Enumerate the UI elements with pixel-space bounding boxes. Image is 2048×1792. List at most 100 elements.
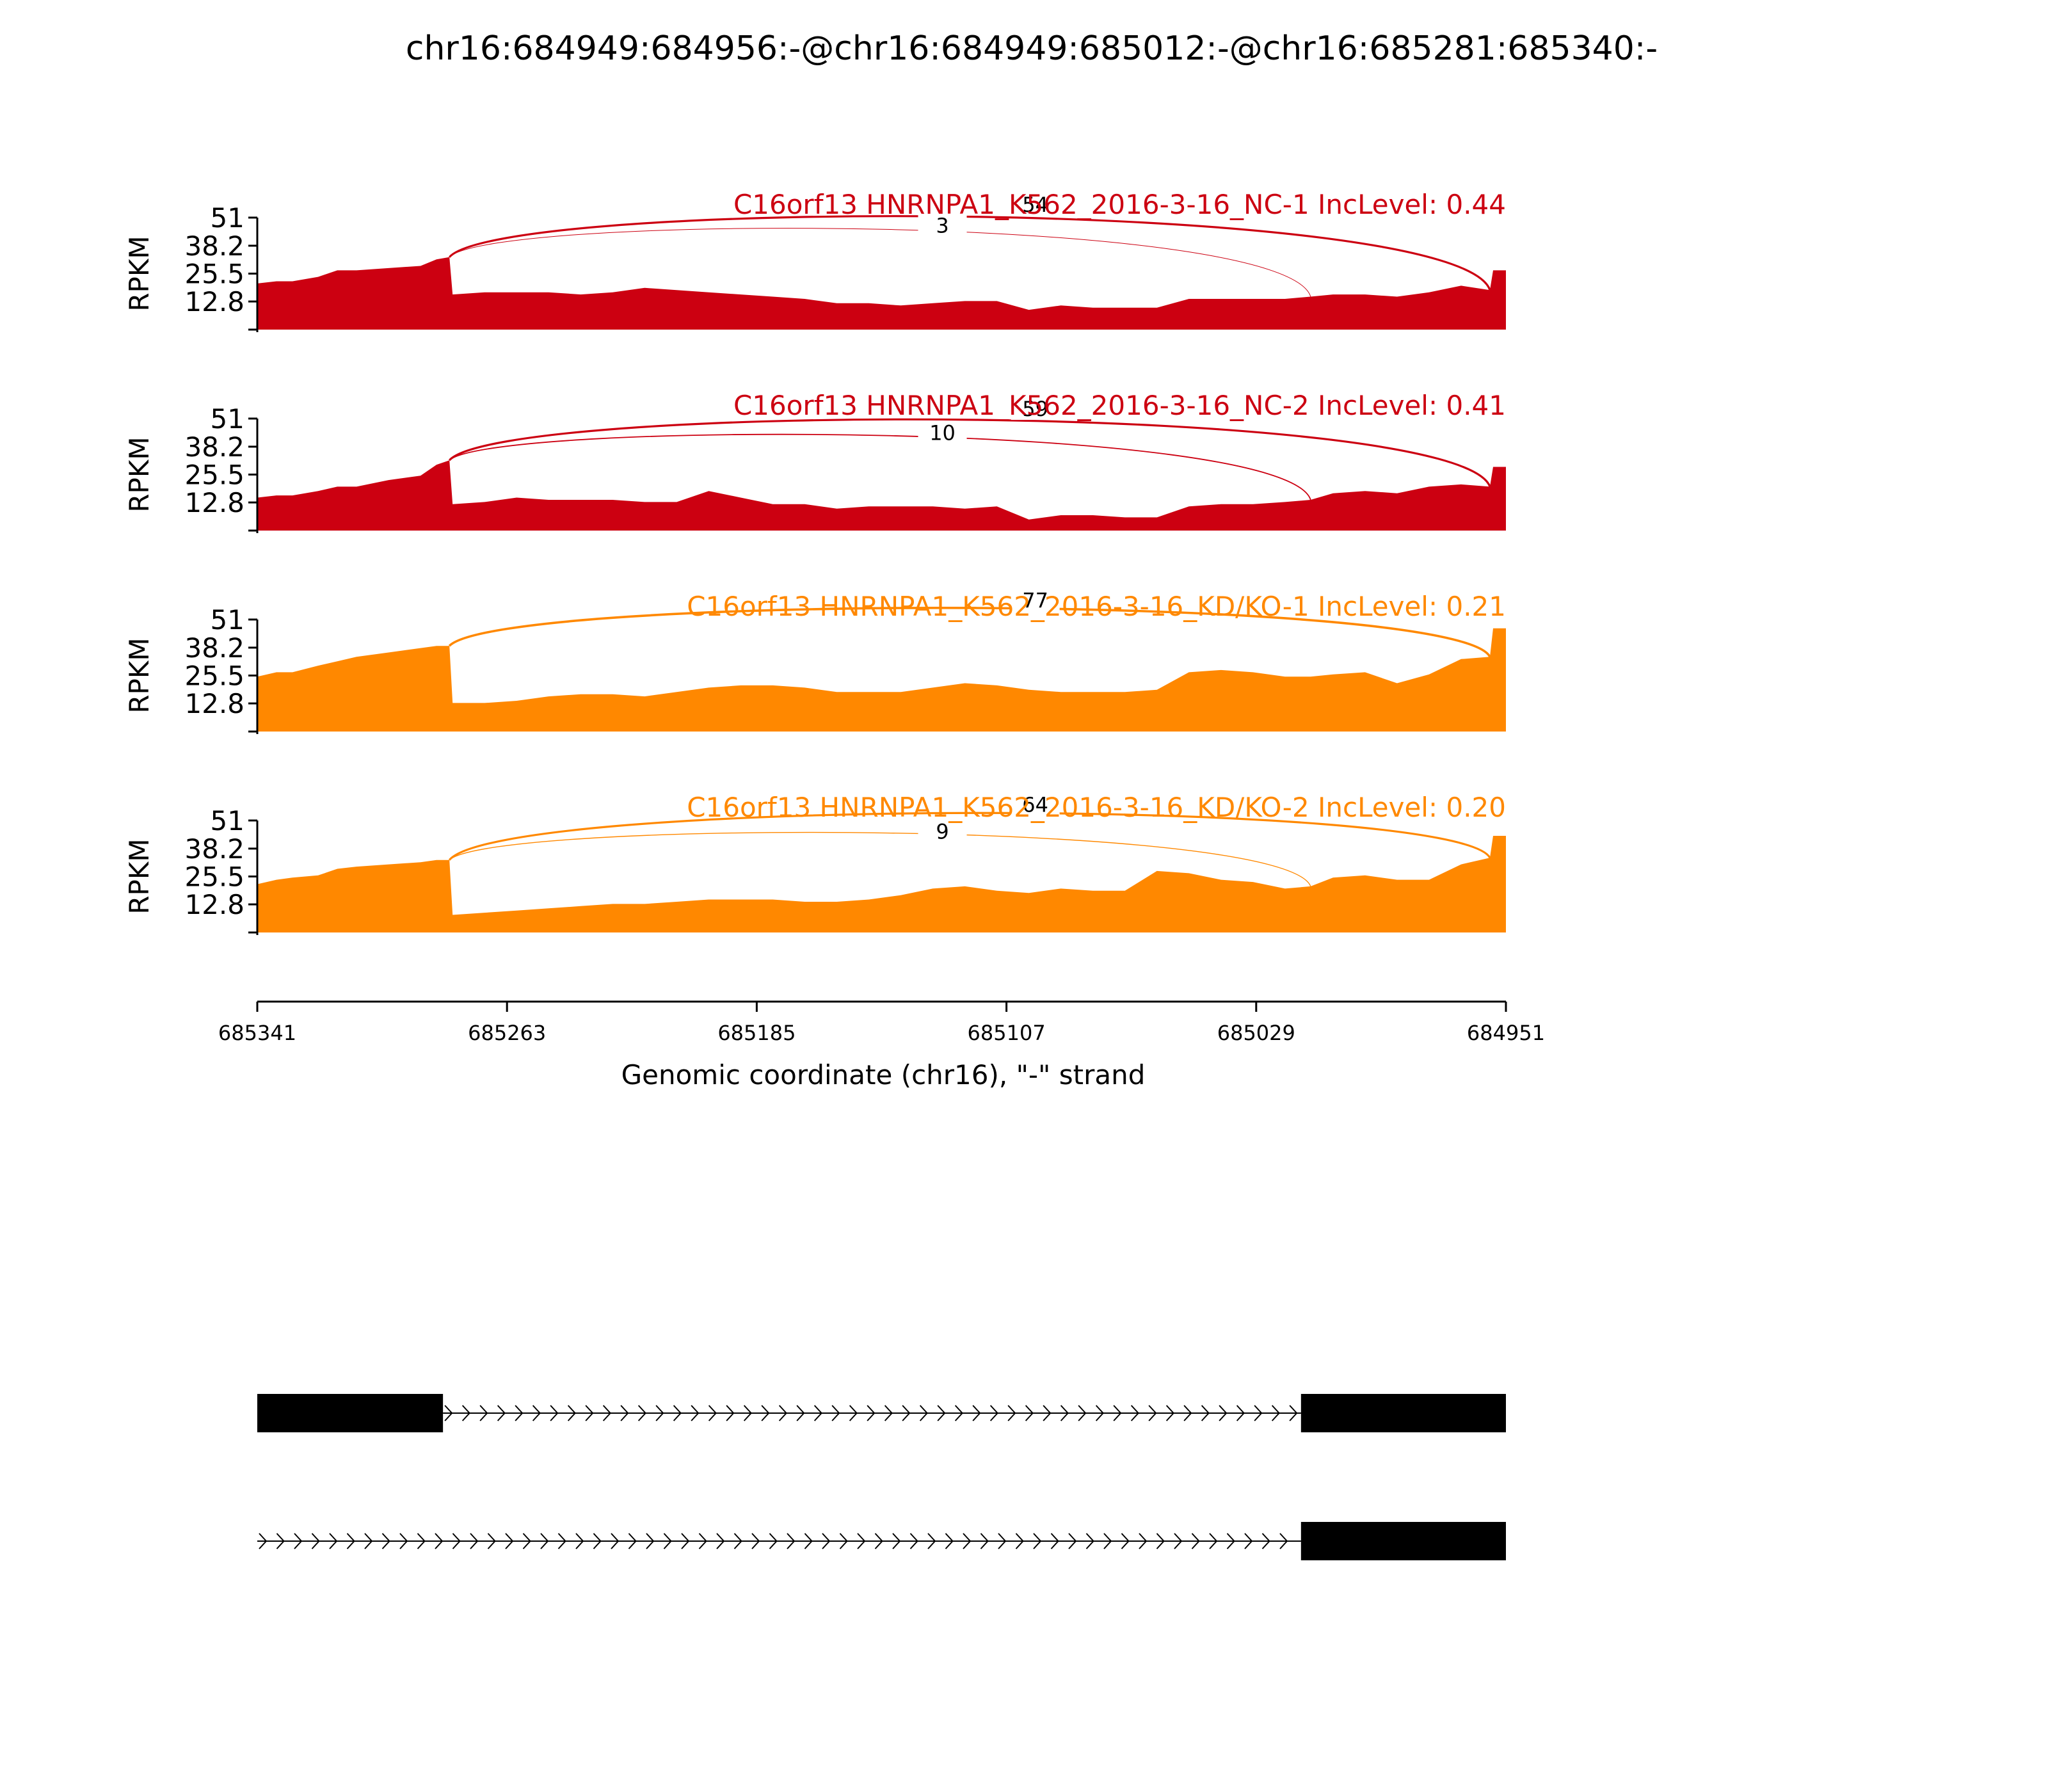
strand-arrow: [733, 1533, 742, 1549]
isoform-structures: [257, 1394, 1506, 1560]
strand-arrow: [1113, 1405, 1122, 1421]
strand-arrow: [311, 1533, 320, 1549]
x-axis-label: Genomic coordinate (chr16), "-" strand: [621, 1059, 1146, 1091]
strand-arrow: [611, 1533, 620, 1549]
sample-label: C16orf13 HNRNPA1_K562_2016-3-16_KD/KO-1 …: [687, 591, 1506, 622]
coverage-area: [257, 836, 1506, 932]
junction-count: 64: [1022, 792, 1048, 817]
strand-arrow: [522, 1533, 531, 1549]
strand-arrow: [963, 1533, 972, 1549]
y-axis-label: RPKM: [124, 436, 155, 512]
strand-arrow: [1209, 1533, 1218, 1549]
strand-arrow: [417, 1533, 426, 1549]
strand-arrow: [698, 1533, 707, 1549]
strand-arrow: [726, 1405, 735, 1421]
strand-arrow: [874, 1533, 883, 1549]
junction-count-bg: [918, 820, 967, 843]
strand-arrow: [1050, 1533, 1059, 1549]
strand-arrow: [655, 1405, 664, 1421]
strand-arrow: [1007, 1405, 1016, 1421]
junction-count: 54: [1022, 193, 1048, 217]
junction-arc: [449, 228, 1311, 297]
strand-arrow: [540, 1533, 549, 1549]
strand-arrow: [593, 1533, 602, 1549]
coverage-area: [257, 460, 1506, 531]
junction-count-bg: [918, 422, 967, 444]
strand-arrow: [550, 1405, 559, 1421]
strand-arrow: [1095, 1405, 1105, 1421]
y-tick-label: 38.2: [184, 632, 244, 664]
coverage-area: [257, 257, 1506, 330]
strand-arrow: [1279, 1533, 1288, 1549]
strand-arrow: [497, 1405, 506, 1421]
x-tick-label: 685029: [1217, 1021, 1295, 1045]
strand-arrow: [884, 1405, 893, 1421]
strand-arrow: [989, 1405, 999, 1421]
strand-arrow: [945, 1533, 954, 1549]
strand-arrow: [892, 1533, 901, 1549]
y-tick-label: 51: [211, 403, 244, 435]
plot-title: chr16:684949:684956:-@chr16:684949:68501…: [406, 29, 1658, 68]
strand-arrow: [1174, 1533, 1183, 1549]
y-tick-label: 25.5: [184, 259, 244, 290]
strand-arrow: [1043, 1405, 1052, 1421]
exon-block: [257, 1394, 444, 1432]
junction-count: 9: [936, 820, 948, 844]
strand-arrow: [646, 1533, 655, 1549]
strand-arrow: [919, 1405, 929, 1421]
junction-count-bg: [1011, 589, 1060, 612]
strand-arrow: [849, 1405, 858, 1421]
strand-arrow: [1236, 1405, 1245, 1421]
strand-arrow: [602, 1405, 612, 1421]
isoform-2: [257, 1522, 1506, 1560]
strand-arrow: [1191, 1533, 1200, 1549]
strand-arrow: [557, 1533, 566, 1549]
strand-arrow: [778, 1405, 788, 1421]
strand-arrow: [1271, 1405, 1281, 1421]
strand-arrow: [751, 1533, 760, 1549]
strand-arrow: [444, 1405, 453, 1421]
y-tick-label: 25.5: [184, 660, 244, 692]
strand-arrow: [980, 1533, 989, 1549]
strand-arrow: [452, 1533, 461, 1549]
y-tick-label: 38.2: [184, 833, 244, 865]
strand-arrow: [663, 1533, 672, 1549]
strand-arrow: [1015, 1533, 1024, 1549]
strand-arrow: [1130, 1405, 1140, 1421]
strand-arrow: [487, 1533, 496, 1549]
strand-arrow: [1244, 1533, 1253, 1549]
strand-arrow: [1183, 1405, 1192, 1421]
strand-arrow: [716, 1533, 725, 1549]
strand-arrow: [1254, 1405, 1263, 1421]
exon-block: [1300, 1394, 1506, 1432]
y-axis-label: RPKM: [124, 838, 155, 914]
y-axis-label: RPKM: [124, 236, 155, 311]
strand-arrow: [294, 1533, 303, 1549]
strand-arrow: [927, 1533, 936, 1549]
strand-arrow: [1121, 1533, 1130, 1549]
strand-arrow: [831, 1405, 840, 1421]
strand-arrow: [1201, 1405, 1210, 1421]
strand-arrow: [329, 1533, 338, 1549]
y-tick-label: 12.8: [184, 487, 244, 518]
strand-arrow: [470, 1533, 479, 1549]
junction-arc: [448, 418, 1491, 487]
y-tick-label: 51: [211, 604, 244, 636]
strand-arrow: [691, 1405, 700, 1421]
strand-arrow: [1165, 1405, 1175, 1421]
junction-arc: [448, 607, 1491, 658]
strand-arrow: [346, 1533, 355, 1549]
junction-count: 59: [1022, 397, 1048, 421]
strand-arrow: [1085, 1533, 1094, 1549]
strand-arrow: [1156, 1533, 1165, 1549]
sample-label: C16orf13 HNRNPA1_K562_2016-3-16_NC-1 Inc…: [733, 189, 1506, 220]
strand-arrow: [515, 1405, 524, 1421]
strand-arrow: [857, 1533, 866, 1549]
strand-arrow: [743, 1405, 753, 1421]
junction-count: 3: [936, 214, 948, 238]
strand-arrow: [479, 1405, 488, 1421]
strand-arrow: [1148, 1405, 1157, 1421]
y-axis-label: RPKM: [124, 637, 155, 713]
